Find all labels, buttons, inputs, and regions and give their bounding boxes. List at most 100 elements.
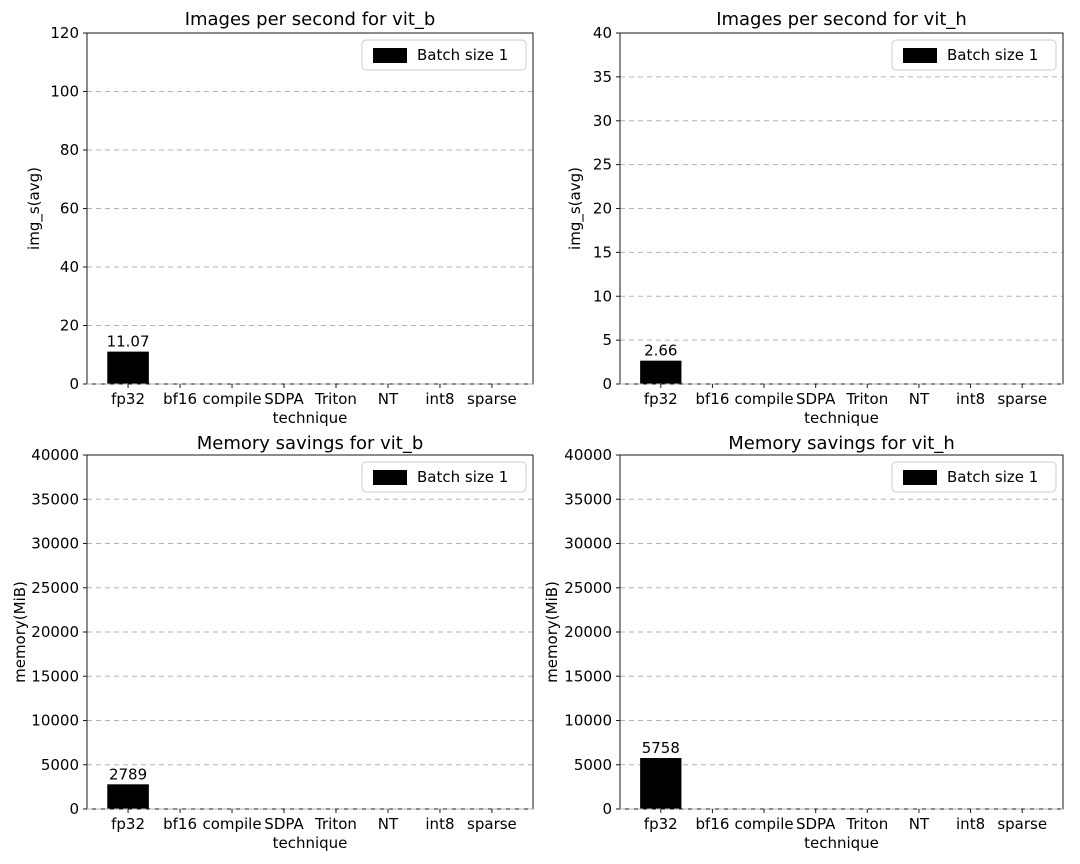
bar-value-label: 2.66 <box>644 342 677 360</box>
legend-label: Batch size 1 <box>947 468 1038 486</box>
x-tick-label-Triton: Triton <box>845 390 888 408</box>
legend: Batch size 1 <box>361 461 527 493</box>
y-tick-label: 20000 <box>31 623 79 641</box>
x-tick-label-sparse: sparse <box>467 815 517 833</box>
legend-label: Batch size 1 <box>417 46 508 64</box>
bar-fp32 <box>107 351 149 384</box>
y-tick-label: 0 <box>69 800 79 818</box>
subplot-images-per-second-vit-b: 11.07 0 20 40 60 80 100 120 fp32 bf16 compile SDPA T… <box>0 0 540 432</box>
chart-canvas-memory-savings-vit-b: 2789 0 5000 10000 15000 20000 25000 30000 35000 4… <box>11 433 534 852</box>
y-tick-label: 10 <box>593 287 612 305</box>
y-tick-label: 40000 <box>31 446 79 464</box>
chart-canvas-images-per-second-vit-b: 11.07 0 20 40 60 80 100 120 fp32 bf16 compile SDPA T… <box>25 9 534 427</box>
chart-title: Images per second for vit_b <box>185 9 436 30</box>
y-tick-label: 40 <box>60 258 79 276</box>
subplot-memory-savings-vit-b: 2789 0 5000 10000 15000 20000 25000 30000 35000 4… <box>0 432 540 864</box>
y-tick-label: 5000 <box>41 756 79 774</box>
legend: Batch size 1 <box>891 39 1057 71</box>
x-tick-label-sparse: sparse <box>997 815 1047 833</box>
x-tick-label-int8: int8 <box>956 815 985 833</box>
x-tick-label-bf16: bf16 <box>695 815 729 833</box>
bar-fp32 <box>640 758 682 809</box>
y-tick-label: 35000 <box>31 490 79 508</box>
x-tick-label-SDPA: SDPA <box>796 390 836 408</box>
legend: Batch size 1 <box>361 39 527 71</box>
y-tick-label: 0 <box>602 800 612 818</box>
x-tick-label-SDPA: SDPA <box>264 390 304 408</box>
x-tick-label-bf16: bf16 <box>695 390 729 408</box>
x-tick-label-compile: compile <box>734 815 793 833</box>
x-tick-label-compile: compile <box>202 390 261 408</box>
x-tick-label-int8: int8 <box>425 815 454 833</box>
y-axis-label: memory(MiB) <box>543 581 561 683</box>
x-tick-label-NT: NT <box>378 815 399 833</box>
y-tick-label: 120 <box>50 24 79 42</box>
y-tick-label: 80 <box>60 141 79 159</box>
y-tick-label: 25 <box>593 156 612 174</box>
y-tick-label: 60 <box>60 200 79 218</box>
y-tick-label: 15 <box>593 243 612 261</box>
y-tick-label: 25000 <box>564 579 612 597</box>
x-axis-label: technique <box>273 834 348 852</box>
x-tick-label-sparse: sparse <box>467 390 517 408</box>
x-tick-label-fp32: fp32 <box>644 390 678 408</box>
y-tick-label: 15000 <box>31 667 79 685</box>
y-axis-label: memory(MiB) <box>11 581 29 683</box>
x-tick-label-NT: NT <box>378 390 399 408</box>
y-tick-label: 100 <box>50 83 79 101</box>
subplot-memory-savings-vit-h: 5758 0 5000 10000 15000 20000 25000 30000 35000 4… <box>540 432 1080 864</box>
x-tick-label-sparse: sparse <box>997 390 1047 408</box>
legend: Batch size 1 <box>891 461 1057 493</box>
x-tick-label-fp32: fp32 <box>111 815 145 833</box>
legend-label: Batch size 1 <box>417 468 508 486</box>
chart-canvas-images-per-second-vit-h: 2.66 0 5 10 15 20 25 30 35 40 fp32 bf16 compile SDPA T… <box>566 9 1064 427</box>
y-axis-label: img_s(avg) <box>566 167 585 250</box>
y-tick-label: 20 <box>593 200 612 218</box>
y-tick-label: 40000 <box>564 446 612 464</box>
x-tick-label-bf16: bf16 <box>163 815 197 833</box>
x-axis-label: technique <box>804 409 879 427</box>
x-tick-label-NT: NT <box>909 815 930 833</box>
legend-swatch <box>373 48 407 63</box>
y-tick-label: 5 <box>602 331 612 349</box>
x-tick-label-bf16: bf16 <box>163 390 197 408</box>
x-tick-label-fp32: fp32 <box>111 390 145 408</box>
y-tick-label: 10000 <box>31 712 79 730</box>
x-tick-label-SDPA: SDPA <box>796 815 836 833</box>
y-tick-label: 20000 <box>564 623 612 641</box>
y-axis-label: img_s(avg) <box>25 167 44 250</box>
y-tick-label: 35 <box>593 68 612 86</box>
y-tick-label: 30000 <box>31 535 79 553</box>
bar-value-label: 5758 <box>642 739 680 757</box>
x-tick-label-Triton: Triton <box>314 390 357 408</box>
y-tick-label: 15000 <box>564 667 612 685</box>
x-axis-label: technique <box>273 409 348 427</box>
y-tick-label: 35000 <box>564 490 612 508</box>
x-tick-label-compile: compile <box>202 815 261 833</box>
y-tick-label: 0 <box>602 375 612 393</box>
bar-fp32 <box>107 784 149 809</box>
legend-swatch <box>373 470 407 485</box>
legend-swatch <box>903 48 937 63</box>
y-tick-label: 40 <box>593 24 612 42</box>
x-tick-label-Triton: Triton <box>845 815 888 833</box>
y-tick-label: 20 <box>60 317 79 335</box>
y-tick-label: 0 <box>69 375 79 393</box>
y-tick-label: 10000 <box>564 712 612 730</box>
y-tick-label: 25000 <box>31 579 79 597</box>
legend-label: Batch size 1 <box>947 46 1038 64</box>
chart-title: Memory savings for vit_b <box>197 433 424 454</box>
x-tick-label-SDPA: SDPA <box>264 815 304 833</box>
x-tick-label-int8: int8 <box>956 390 985 408</box>
bar-value-label: 2789 <box>109 765 147 783</box>
legend-swatch <box>903 470 937 485</box>
x-tick-label-fp32: fp32 <box>644 815 678 833</box>
x-tick-label-compile: compile <box>734 390 793 408</box>
subplot-images-per-second-vit-h: 2.66 0 5 10 15 20 25 30 35 40 fp32 bf16 compile SDPA T… <box>540 0 1080 432</box>
y-tick-label: 5000 <box>574 756 612 774</box>
x-tick-label-Triton: Triton <box>314 815 357 833</box>
x-axis-label: technique <box>804 834 879 852</box>
y-tick-label: 30000 <box>564 535 612 553</box>
bar-fp32 <box>640 360 682 384</box>
